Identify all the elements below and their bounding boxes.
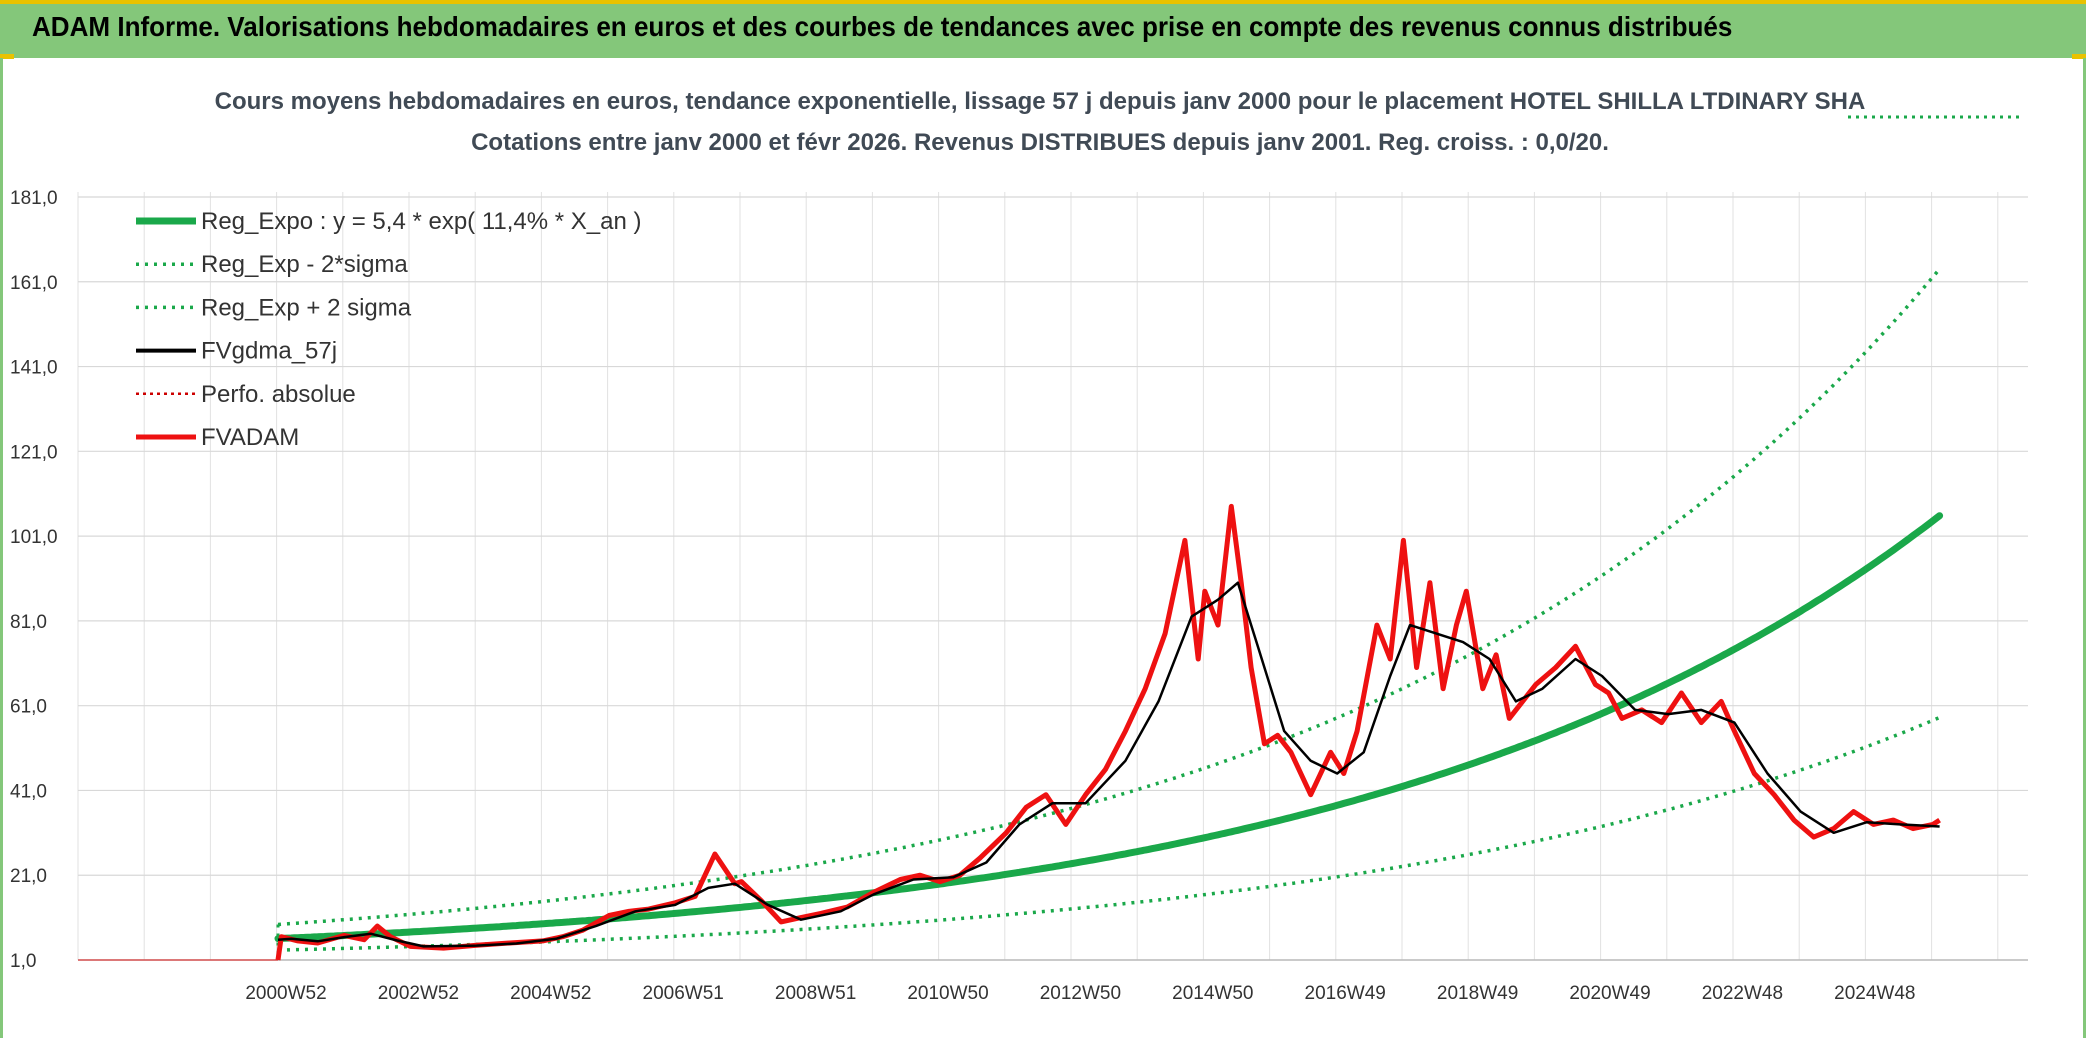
x-tick-label: 2014W50: [1172, 983, 1253, 1004]
y-tick-label: 21,0: [10, 866, 47, 887]
trend-lines: [274, 267, 1944, 960]
x-axis-ticks: 2000W52 2002W52 2004W52 2006W51 2008W51 2010W…: [78, 959, 1915, 1004]
header-banner: ADAM Informe. Valorisations hebdomadaire…: [0, 0, 2086, 58]
x-tick-label: 2000W52: [245, 983, 326, 1004]
legend-reg-exp-minus-label: Reg_Exp - 2*sigma: [201, 251, 408, 278]
x-tick-label: 2012W50: [1040, 983, 1121, 1004]
y-tick-label: 1,0: [10, 951, 36, 972]
reg-exp-plus-2sigma-line: [277, 267, 1941, 927]
x-tick-label: 2008W51: [775, 983, 856, 1004]
legend: Reg_Expo : y = 5,4 * exp( 11,4% * X_an )…: [136, 208, 641, 451]
legend-fvadam-label: FVADAM: [201, 424, 299, 451]
y-tick-label: 101,0: [10, 527, 58, 548]
y-tick-label: 81,0: [10, 612, 47, 633]
chart-title: Cours moyens hebdomadaires en euros, ten…: [215, 88, 1866, 115]
chart-grid: [77, 192, 2028, 961]
legend-perfo-absolue-label: Perfo. absolue: [201, 381, 356, 408]
y-tick-label: 181,0: [10, 188, 58, 209]
reg-expo-line: [274, 512, 1944, 943]
x-tick-label: 2018W49: [1437, 983, 1518, 1004]
fvadam-line: [275, 503, 1941, 961]
x-tick-label: 2010W50: [907, 983, 988, 1004]
x-tick-label: 2016W49: [1305, 983, 1386, 1004]
reg-exp-minus-2sigma-line: [277, 715, 1941, 952]
x-tick-label: 2006W51: [643, 983, 724, 1004]
header-title: ADAM Informe. Valorisations hebdomadaire…: [32, 11, 1733, 42]
chart-frame: [0, 58, 2086, 1038]
series-lines: [275, 503, 1941, 961]
y-tick-label: 161,0: [10, 273, 58, 294]
chart-subtitle: Cotations entre janv 2000 et févr 2026. …: [471, 129, 1609, 156]
y-axis-ticks: 1,0 21,0 41,0 61,0 81,0 101,0 121,0 141,0 161,0 1…: [10, 188, 58, 972]
legend-fvgdma-label: FVgdma_57j: [201, 338, 337, 365]
legend-reg-exp-plus-label: Reg_Exp + 2 sigma: [201, 294, 412, 321]
corner-accent-left: [0, 54, 14, 59]
x-tick-label: 2022W48: [1702, 983, 1783, 1004]
fvgdma-57j-line: [277, 581, 1940, 948]
y-tick-label: 141,0: [10, 358, 58, 379]
x-tick-label: 2004W52: [510, 983, 591, 1004]
y-tick-label: 41,0: [10, 781, 47, 802]
x-tick-label: 2024W48: [1834, 983, 1915, 1004]
x-tick-label: 2020W49: [1569, 983, 1650, 1004]
corner-accent-right: [2072, 54, 2086, 59]
y-tick-label: 121,0: [10, 442, 58, 463]
legend-reg-expo-label: Reg_Expo : y = 5,4 * exp( 11,4% * X_an ): [201, 208, 641, 235]
x-tick-label: 2002W52: [378, 983, 459, 1004]
y-tick-label: 61,0: [10, 697, 47, 718]
